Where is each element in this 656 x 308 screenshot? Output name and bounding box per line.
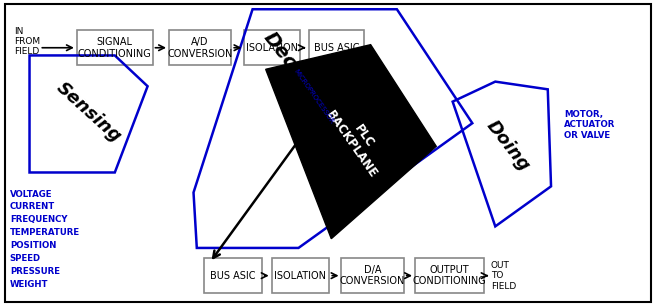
Text: MOTOR,
ACTUATOR
OR VALVE: MOTOR, ACTUATOR OR VALVE	[564, 110, 615, 140]
Bar	[169, 30, 232, 66]
Text: BUS ASIC: BUS ASIC	[314, 43, 359, 53]
Text: IN
FROM
FIELD: IN FROM FIELD	[14, 27, 41, 56]
Text: OUT
TO
FIELD: OUT TO FIELD	[491, 261, 516, 290]
Text: ISOLATION: ISOLATION	[246, 43, 298, 53]
Text: WEIGHT: WEIGHT	[10, 280, 49, 289]
Bar	[244, 30, 300, 66]
Bar	[77, 30, 152, 66]
Text: FREQUENCY: FREQUENCY	[10, 215, 68, 225]
Text: D/A
CONVERSION: D/A CONVERSION	[340, 265, 405, 286]
Polygon shape	[266, 45, 436, 239]
Text: POSITION: POSITION	[10, 241, 56, 250]
Text: BUS ASIC: BUS ASIC	[210, 271, 256, 281]
Text: MICROPROCESSOR: MICROPROCESSOR	[293, 69, 335, 125]
Text: PRESSURE: PRESSURE	[10, 267, 60, 276]
Text: Deciding: Deciding	[259, 29, 333, 116]
Text: VOLTAGE: VOLTAGE	[10, 189, 52, 199]
Bar	[309, 30, 365, 66]
Bar	[341, 258, 403, 293]
Text: ISOLATION: ISOLATION	[274, 271, 327, 281]
Bar	[272, 258, 329, 293]
Bar	[415, 258, 484, 293]
Text: Doing: Doing	[483, 117, 534, 175]
Text: SPEED: SPEED	[10, 254, 41, 263]
Text: SIGNAL
CONDITIONING: SIGNAL CONDITIONING	[78, 37, 152, 59]
Text: CURRENT: CURRENT	[10, 202, 55, 212]
Text: TEMPERATURE: TEMPERATURE	[10, 228, 80, 237]
Text: OUTPUT
CONDITIONING: OUTPUT CONDITIONING	[413, 265, 486, 286]
Bar	[204, 258, 262, 293]
Text: Sensing: Sensing	[52, 79, 125, 146]
Text: PLC
BACKPLANE: PLC BACKPLANE	[323, 100, 392, 180]
Text: A/D
CONVERSION: A/D CONVERSION	[167, 37, 233, 59]
